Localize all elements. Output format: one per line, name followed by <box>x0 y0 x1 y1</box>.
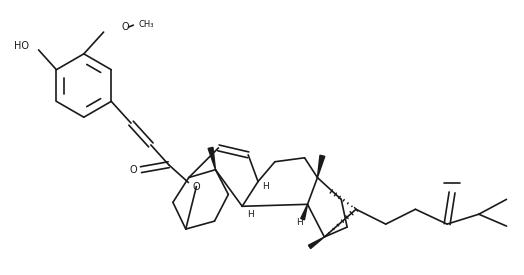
Text: H: H <box>296 218 303 227</box>
Polygon shape <box>318 155 325 178</box>
Polygon shape <box>301 204 308 220</box>
Text: H: H <box>263 182 269 191</box>
Text: O: O <box>129 165 137 175</box>
Text: O: O <box>192 182 200 191</box>
Text: H: H <box>247 210 254 219</box>
Polygon shape <box>309 237 324 249</box>
Text: HO: HO <box>14 41 29 51</box>
Text: O: O <box>122 22 129 32</box>
Polygon shape <box>208 147 215 170</box>
Text: CH₃: CH₃ <box>138 20 154 29</box>
